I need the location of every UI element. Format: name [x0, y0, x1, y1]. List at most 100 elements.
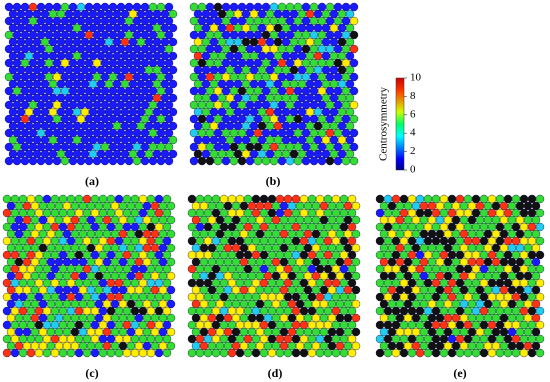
atom — [249, 93, 259, 103]
atom — [36, 72, 46, 82]
atom — [122, 306, 132, 316]
atom — [455, 292, 465, 302]
atom — [527, 320, 537, 330]
atom — [263, 285, 273, 295]
atom — [265, 121, 275, 131]
atom — [86, 215, 96, 225]
atom — [301, 30, 311, 40]
atom — [443, 201, 453, 211]
atom — [225, 65, 235, 75]
atom — [223, 229, 233, 239]
atom — [8, 93, 18, 103]
atom — [325, 86, 335, 96]
atom — [80, 135, 90, 145]
atom — [116, 100, 126, 110]
atom — [325, 100, 335, 110]
atom — [92, 44, 102, 54]
atom — [134, 201, 144, 211]
atom — [323, 264, 333, 274]
atom — [70, 229, 80, 239]
atom — [116, 58, 126, 68]
atom — [201, 121, 211, 131]
atom — [36, 142, 46, 152]
atom — [223, 313, 233, 323]
atom — [347, 222, 357, 232]
atom — [339, 264, 349, 274]
atom — [4, 44, 14, 54]
atom — [30, 257, 40, 267]
atom — [327, 341, 337, 351]
atom — [62, 341, 72, 351]
atom — [301, 44, 311, 54]
atom — [455, 222, 465, 232]
atom — [293, 16, 303, 26]
atom — [499, 299, 509, 309]
atom — [96, 93, 106, 103]
atom — [158, 341, 168, 351]
atom — [62, 285, 72, 295]
atom — [309, 16, 319, 26]
atom — [106, 250, 116, 260]
atom — [307, 222, 317, 232]
atom — [407, 194, 417, 204]
atom — [245, 128, 255, 138]
atom — [311, 341, 321, 351]
atom — [152, 51, 162, 61]
atom — [110, 215, 120, 225]
atom — [8, 23, 18, 33]
atom — [435, 257, 445, 267]
atom — [142, 327, 152, 337]
atom — [407, 306, 417, 316]
atom — [309, 72, 319, 82]
atom — [203, 194, 213, 204]
atom — [209, 149, 219, 159]
atom — [243, 278, 253, 288]
atom — [299, 306, 309, 316]
atom — [56, 93, 66, 103]
atom — [281, 79, 291, 89]
atom — [475, 285, 485, 295]
atom — [515, 215, 525, 225]
atom — [34, 306, 44, 316]
atom — [531, 229, 541, 239]
atom — [503, 208, 513, 218]
atom — [164, 44, 174, 54]
atom — [150, 299, 160, 309]
atom — [199, 313, 209, 323]
atom — [235, 250, 245, 260]
atom — [451, 243, 461, 253]
atom — [223, 271, 233, 281]
atom — [299, 334, 309, 344]
atom — [102, 201, 112, 211]
atom — [411, 257, 421, 267]
atom — [22, 299, 32, 309]
atom — [42, 334, 52, 344]
atom — [273, 121, 283, 131]
atom — [383, 278, 393, 288]
atom — [263, 327, 273, 337]
atom — [249, 37, 259, 47]
atom — [58, 348, 68, 358]
atom — [387, 243, 397, 253]
atom — [479, 194, 489, 204]
atom — [207, 327, 217, 337]
atom — [379, 341, 389, 351]
atom — [213, 30, 223, 40]
atom — [60, 30, 70, 40]
atom — [277, 2, 287, 12]
atom — [187, 194, 197, 204]
atom — [313, 79, 323, 89]
atom — [136, 51, 146, 61]
atom — [459, 313, 469, 323]
atom — [495, 348, 505, 358]
atom — [301, 16, 311, 26]
atom — [30, 243, 40, 253]
atom — [114, 250, 124, 260]
atom — [207, 285, 217, 295]
atom — [301, 2, 311, 12]
atom — [166, 299, 176, 309]
atom — [519, 278, 529, 288]
atom — [399, 208, 409, 218]
atom — [231, 285, 241, 295]
atom — [152, 135, 162, 145]
